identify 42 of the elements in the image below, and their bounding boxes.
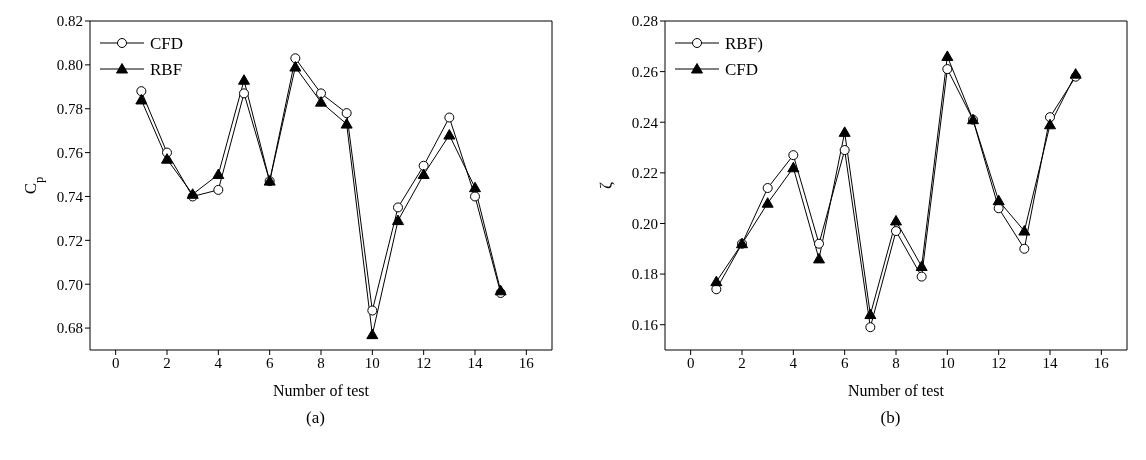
x-tick-label: 10 (939, 354, 955, 371)
y-tick-label: 0.26 (631, 63, 659, 80)
x-tick-label: 4 (214, 354, 223, 371)
x-tick-label: 16 (1093, 354, 1110, 371)
x-tick-label: 0 (686, 354, 695, 371)
x-tick-label: 0 (111, 354, 120, 371)
y-tick-label: 0.16 (631, 317, 659, 334)
y-tick-label: 0.74 (56, 188, 84, 205)
y-tick-label: 0.80 (56, 57, 83, 74)
y-tick-label: 0.18 (631, 266, 658, 283)
y-tick-label: 0.82 (56, 13, 83, 30)
x-tick-label: 2 (163, 354, 171, 371)
x-tick-label: 12 (991, 354, 1007, 371)
x-tick-label: 8 (892, 354, 900, 371)
x-tick-label: 10 (364, 354, 380, 371)
y-tick-label: 0.24 (631, 114, 659, 131)
x-tick-label: 14 (1042, 354, 1058, 371)
y-tick-label: 0.76 (56, 144, 84, 161)
legend-label: RBF) (725, 34, 763, 53)
y-tick-label: 0.68 (56, 320, 83, 337)
x-tick-label: 12 (416, 354, 432, 371)
x-axis-title: Number of test (848, 382, 945, 399)
y-tick-label: 0.22 (631, 165, 658, 182)
legend-label: CFD (150, 34, 184, 53)
y-tick-label: 0.28 (631, 13, 658, 30)
y-tick-label: 0.78 (56, 101, 83, 118)
x-tick-label: 14 (467, 354, 483, 371)
x-tick-label: 16 (518, 354, 535, 371)
x-tick-label: 8 (317, 354, 325, 371)
x-tick-label: 6 (265, 354, 274, 371)
legend-label: CFD (725, 60, 759, 79)
text: (a) (305, 408, 326, 428)
text: (b) (879, 408, 902, 428)
x-tick-label: 4 (789, 354, 798, 371)
y-axis-title: ζ (596, 181, 615, 190)
x-axis-title: Number of test (273, 382, 370, 399)
x-tick-label: 2 (738, 354, 746, 371)
y-tick-label: 0.72 (56, 232, 83, 249)
y-tick-label: 0.70 (56, 276, 83, 293)
legend-label: RBF (150, 60, 183, 79)
y-tick-label: 0.20 (631, 215, 658, 232)
x-tick-label: 6 (840, 354, 849, 371)
